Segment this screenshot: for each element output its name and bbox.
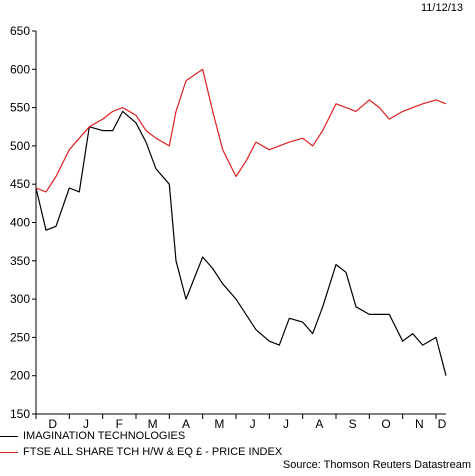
legend-label-series1: IMAGINATION TECHNOLOGIES (23, 430, 186, 442)
x-tick-label: A (315, 417, 323, 430)
x-tick-label: O (381, 417, 390, 430)
y-tick-label: 600 (10, 62, 30, 76)
x-tick-label: N (415, 417, 424, 430)
chart-date: 11/12/13 (420, 2, 463, 14)
legend-swatch-series2 (0, 451, 18, 453)
y-tick-label: 550 (10, 101, 30, 115)
x-tick-label: F (116, 417, 123, 430)
chart-source: Source: Thomson Reuters Datastream (282, 459, 471, 471)
x-tick-label: D (48, 417, 57, 430)
y-tick-label: 250 (10, 330, 30, 344)
x-tick-label: J (283, 417, 289, 430)
legend-item-series1: IMAGINATION TECHNOLOGIES (0, 430, 185, 442)
x-tick-label: S (349, 417, 357, 430)
y-tick-label: 150 (10, 407, 30, 421)
y-tick-label: 200 (10, 369, 30, 383)
x-tick-label: A (182, 417, 190, 430)
y-tick-label: 350 (10, 254, 30, 268)
series-line-2 (35, 68, 447, 193)
chart-lines (35, 68, 447, 376)
y-tick-label: 650 (10, 24, 30, 38)
x-tick-label: J (250, 417, 256, 430)
y-tick-label: 300 (10, 292, 30, 306)
y-tick-label: 450 (10, 177, 30, 191)
x-tick-label: D (438, 417, 447, 430)
x-tick-label: J (83, 417, 89, 430)
y-tick-label: 400 (10, 216, 30, 230)
y-axis: 150 200 250 300 350 400 450 500 550 600 650 (10, 24, 37, 421)
x-tick-label: M (214, 417, 224, 430)
legend-label-series2: FTSE ALL SHARE TCH H/W & EQ £ - PRICE IN… (23, 446, 283, 458)
x-tick-label: M (148, 417, 158, 430)
series-line-1 (35, 110, 447, 376)
legend-item-series2: FTSE ALL SHARE TCH H/W & EQ £ - PRICE IN… (0, 446, 282, 458)
chart-svg: 150 200 250 300 350 400 450 500 550 600 650 D J F M A M… (10, 24, 447, 430)
y-tick-label: 500 (10, 139, 30, 153)
legend-swatch-series1 (0, 435, 18, 437)
